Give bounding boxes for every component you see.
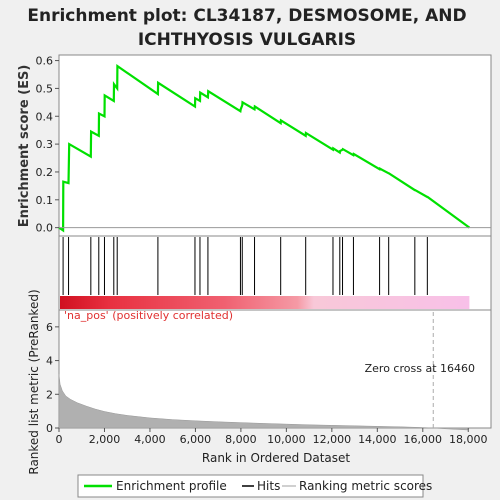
hits-series [60, 237, 470, 309]
metric-ytick-label: 6 [46, 321, 53, 334]
es-ytick-label: 0.0 [36, 222, 54, 235]
ranked-metric-series [58, 312, 469, 431]
xtick-label: 0 [56, 433, 63, 446]
es-ytick-label: 0.1 [36, 194, 54, 207]
legend-metric-label: Ranking metric scores [299, 479, 432, 493]
chart-title-line2: ICHTHYOSIS VULGARIS [138, 30, 356, 50]
axes: 0.0 0.1 0.2 0.3 0.4 0.5 0.6 0 2 4 6 0 2,000 4,000 6,00… [36, 55, 491, 446]
enrichment-profile-line [58, 64, 471, 233]
metric-ytick-label: 4 [46, 355, 53, 368]
ranked-metric-area [58, 374, 469, 431]
es-ytick-label: 0.6 [36, 55, 54, 68]
xtick-label: 18,000 [449, 433, 488, 446]
zero-cross-label: Zero cross at 16460 [365, 362, 475, 375]
es-axis-label: Enrichment score (ES) [17, 65, 32, 228]
xtick-label: 12,000 [313, 433, 352, 446]
xtick-label: 8,000 [225, 433, 257, 446]
es-ytick-label: 0.3 [36, 138, 54, 151]
positive-correlation-label: 'na_pos' (positively correlated) [64, 309, 233, 322]
metric-panel [58, 309, 492, 429]
metric-ytick-label: 0 [46, 422, 53, 435]
chart-title-line1: Enrichment plot: CL34187, DESMOSOME, AND [27, 6, 466, 26]
ranked-list-heatbar [60, 296, 470, 309]
legend: Enrichment profile Hits Ranking metric s… [77, 474, 432, 498]
metric-ytick-label: 2 [46, 388, 53, 401]
legend-enrichment-label: Enrichment profile [116, 479, 227, 493]
x-axis-label: Rank in Ordered Dataset [202, 451, 350, 465]
es-panel [58, 54, 492, 237]
xtick-label: 4,000 [134, 433, 166, 446]
legend-hits-label: Hits [257, 479, 280, 493]
xtick-label: 2,000 [89, 433, 121, 446]
xtick-label: 10,000 [267, 433, 306, 446]
enrichment-score-series [58, 64, 471, 233]
es-ytick-label: 0.5 [36, 82, 54, 95]
metric-axis-label: Ranked list metric (PreRanked) [27, 289, 41, 474]
xtick-label: 16,000 [404, 433, 443, 446]
xtick-label: 14,000 [358, 433, 397, 446]
es-ytick-label: 0.2 [36, 166, 54, 179]
xtick-label: 6,000 [180, 433, 212, 446]
es-ytick-label: 0.4 [36, 110, 54, 123]
